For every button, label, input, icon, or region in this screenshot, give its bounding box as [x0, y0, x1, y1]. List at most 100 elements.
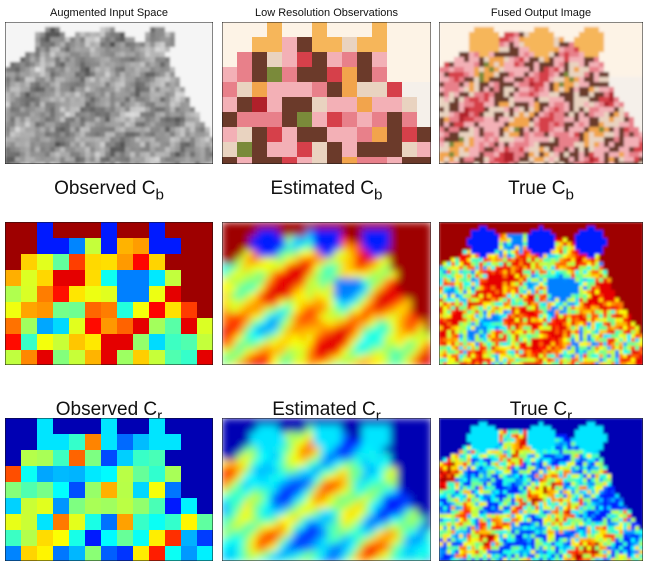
pixel [25, 152, 31, 158]
pixel [140, 42, 146, 48]
pixel [449, 132, 455, 138]
pixel [507, 334, 512, 339]
pixel [474, 82, 480, 88]
pixel [619, 266, 624, 271]
pixel [200, 107, 206, 113]
pixel [547, 326, 552, 331]
pixel [619, 47, 625, 53]
pixel [90, 132, 96, 138]
pixel [418, 271, 426, 279]
pixel [489, 137, 495, 143]
pixel [443, 234, 448, 239]
pixel [125, 82, 131, 88]
pixel [623, 250, 628, 255]
pixel [607, 298, 612, 303]
pixel [479, 274, 484, 279]
pixel [467, 318, 472, 323]
pixel [611, 250, 616, 255]
pixel [50, 147, 56, 153]
pixel [559, 338, 564, 343]
pixel [595, 334, 600, 339]
pixel [499, 258, 504, 263]
pixel [507, 330, 512, 335]
pixel [475, 258, 480, 263]
pixel [5, 37, 11, 43]
pixel [45, 102, 51, 108]
pixel [175, 117, 181, 123]
pixel [555, 266, 560, 271]
pixel [117, 334, 134, 351]
pixel [135, 152, 141, 158]
pixel [551, 310, 556, 315]
pixel [85, 77, 91, 83]
pixel [348, 250, 356, 258]
pixel [471, 238, 476, 243]
pixel [549, 52, 555, 58]
pixel [507, 326, 512, 331]
pixel [25, 132, 31, 138]
pixel [563, 222, 568, 227]
pixel [587, 278, 592, 283]
pixel [447, 302, 452, 307]
pixel [491, 250, 496, 255]
pixel [609, 132, 615, 138]
pixel [589, 87, 595, 93]
pixel [583, 302, 588, 307]
pixel [50, 42, 56, 48]
pixel [60, 52, 66, 58]
pixel [135, 67, 141, 73]
pixel [474, 122, 480, 128]
pixel [539, 226, 544, 231]
pixel [479, 318, 484, 323]
pixel [464, 132, 470, 138]
pixel [313, 306, 321, 314]
pixel [549, 112, 555, 118]
pixel [110, 152, 116, 158]
pixel [50, 132, 56, 138]
pixel [185, 132, 191, 138]
pixel [635, 306, 640, 311]
pixel [624, 47, 630, 53]
pixel [634, 32, 640, 38]
pixel [40, 92, 46, 98]
pixel [45, 107, 51, 113]
pixel [535, 242, 540, 247]
pixel [5, 334, 22, 351]
pixel [539, 274, 544, 279]
pixel [40, 112, 46, 118]
pixel [569, 67, 575, 73]
pixel [603, 338, 608, 343]
pixel [614, 132, 620, 138]
pixel [25, 112, 31, 118]
pixel [594, 122, 600, 128]
pixel [342, 67, 358, 83]
pixel [587, 326, 592, 331]
pixel [464, 147, 470, 153]
pixel [55, 37, 61, 43]
pixel [563, 322, 568, 327]
pixel [603, 346, 608, 351]
pixel [292, 236, 300, 244]
pixel [327, 82, 343, 98]
pixel [584, 137, 590, 143]
pixel [609, 82, 615, 88]
pixel [160, 137, 166, 143]
pixel [519, 242, 524, 247]
pixel [411, 313, 419, 321]
pixel [544, 162, 550, 165]
pixel [459, 254, 464, 259]
pixel [348, 306, 356, 314]
pixel [135, 72, 141, 78]
pixel [523, 302, 528, 307]
pixel [487, 330, 492, 335]
pixel [229, 334, 237, 342]
pixel [494, 127, 500, 133]
pixel [603, 322, 608, 327]
pixel [524, 42, 530, 48]
pixel [595, 278, 600, 283]
pixel [21, 238, 38, 255]
pixel [55, 87, 61, 93]
pixel [418, 285, 426, 293]
pixel [181, 254, 198, 271]
pixel [487, 326, 492, 331]
